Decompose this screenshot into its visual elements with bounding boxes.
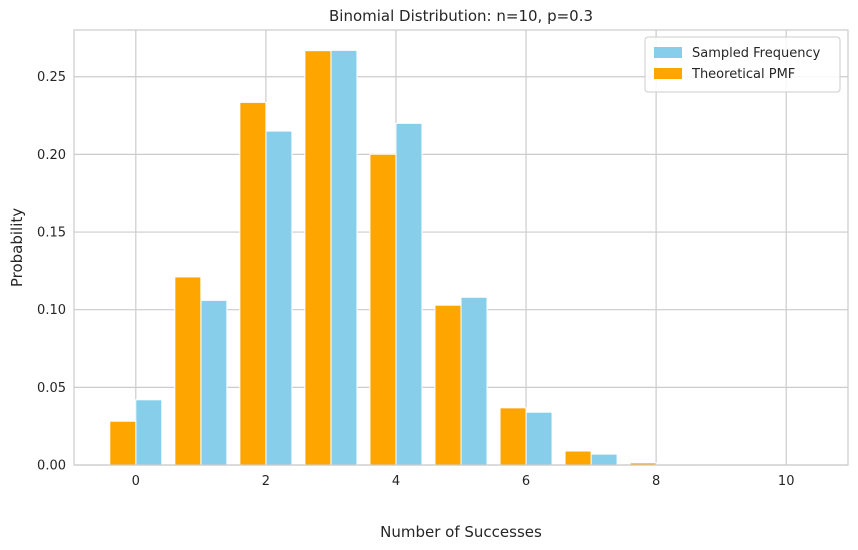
y-tick-label: 0.20 — [37, 148, 66, 163]
bar-sampled-frequency-1 — [200, 299, 228, 466]
bar-theoretical-pmf-6 — [499, 407, 527, 466]
x-tick-label: 2 — [262, 474, 270, 489]
bar-theoretical-pmf-7 — [564, 450, 592, 466]
x-tick-label: 0 — [132, 474, 140, 489]
x-tick-label: 10 — [778, 474, 795, 489]
y-tick-label: 0.25 — [37, 70, 66, 85]
legend-label-sampled-frequency: Sampled Frequency — [692, 46, 821, 61]
bar-sampled-frequency-5 — [460, 296, 488, 466]
bar-theoretical-pmf-1 — [174, 276, 202, 466]
plot-frame — [73, 29, 849, 466]
bar-sampled-frequency-6 — [525, 411, 553, 466]
bar-theoretical-pmf-4 — [369, 153, 397, 466]
x-tick-labels: 0 2 4 6 8 10 — [132, 474, 795, 489]
bar-theoretical-pmf-2 — [239, 101, 267, 466]
bar-sampled-frequency-4 — [395, 122, 423, 466]
legend-box — [644, 36, 841, 93]
y-tick-label: 0.05 — [37, 381, 66, 396]
bar-theoretical-pmf-0 — [109, 420, 137, 466]
bar-sampled-frequency-3 — [330, 49, 358, 466]
bar-theoretical-pmf-5 — [434, 304, 462, 466]
y-tick-labels: 0.00 0.05 0.10 0.15 0.20 0.25 — [37, 70, 66, 473]
chart-title: Binomial Distribution: n=10, p=0.3 — [329, 7, 593, 25]
legend-label-theoretical-pmf: Theoretical PMF — [691, 67, 795, 82]
y-axis-label: Probability — [8, 208, 26, 287]
bar-sampled-frequency-7 — [590, 453, 618, 466]
bar-sampled-frequency-0 — [135, 399, 163, 466]
y-tick-label: 0.10 — [37, 303, 66, 318]
x-axis-label: Number of Successes — [380, 523, 542, 541]
y-tick-label: 0.00 — [37, 459, 66, 474]
legend: Sampled Frequency Theoretical PMF — [644, 36, 841, 93]
legend-swatch-theoretical-pmf — [654, 68, 682, 79]
x-tick-label: 6 — [522, 474, 530, 489]
bars — [109, 49, 722, 466]
x-tick-label: 8 — [652, 474, 660, 489]
bar-sampled-frequency-2 — [265, 130, 293, 466]
y-tick-label: 0.15 — [37, 226, 66, 241]
legend-swatch-sampled-frequency — [654, 47, 682, 58]
bar-theoretical-pmf-3 — [304, 50, 332, 466]
x-tick-label: 4 — [392, 474, 400, 489]
